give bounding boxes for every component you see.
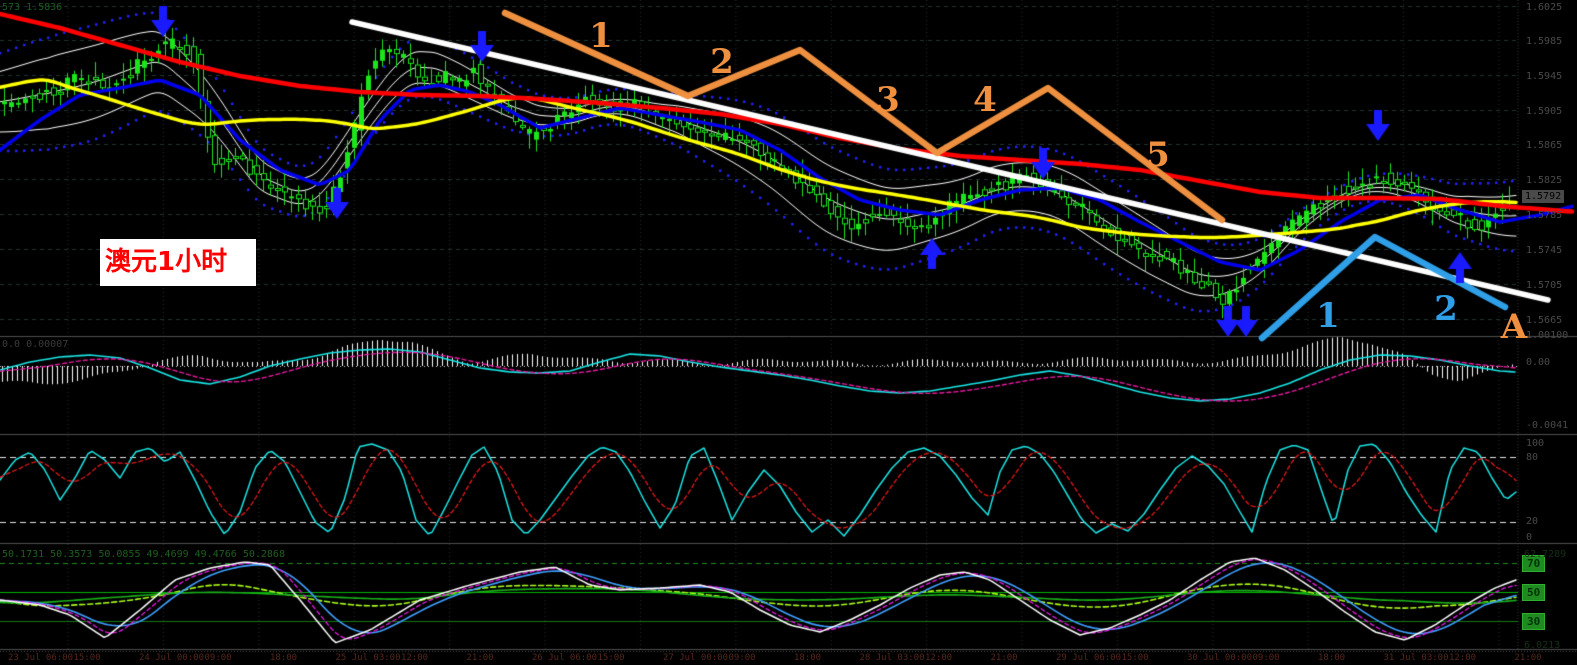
chart-canvas[interactable] (0, 0, 1577, 665)
mt4-chart-window: 573 1.5836 澳元1小时 0.0 0.00007 50.1731 50.… (0, 0, 1577, 665)
